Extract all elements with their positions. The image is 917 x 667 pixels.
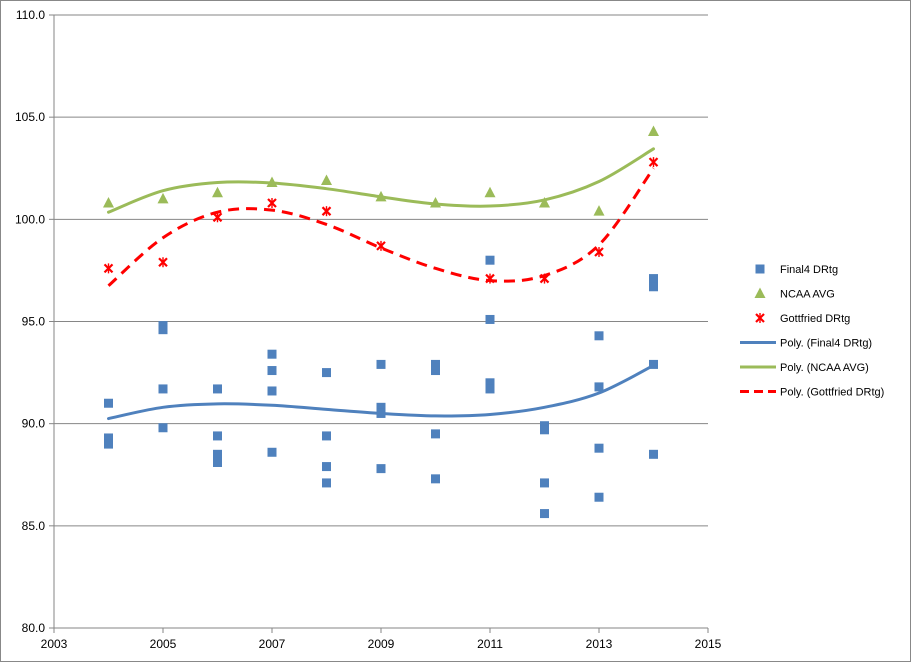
- legend-label-poly-ncaa-avg: Poly. (NCAA AVG): [780, 362, 869, 374]
- point-ncaa-avg: [484, 186, 496, 198]
- point-final4-drtg: [649, 449, 658, 459]
- point-final4-drtg: [213, 431, 222, 441]
- x-tick-label: 2005: [150, 637, 177, 651]
- y-tick-label: 105.0: [15, 110, 45, 124]
- legend: Final4 DRtg NCAA AVG Gottfried DRtg Poly. (…: [740, 264, 884, 399]
- y-tick-label: 80.0: [22, 621, 46, 635]
- point-ncaa-avg: [321, 174, 332, 186]
- point-final4-drtg: [540, 478, 549, 488]
- point-final4-drtg: [485, 255, 495, 265]
- point-final4-drtg: [376, 402, 386, 412]
- point-ncaa-avg: [539, 196, 550, 208]
- point-gottfried-drtg: [648, 157, 659, 168]
- point-final4-drtg: [267, 366, 277, 376]
- point-final4-drtg: [104, 398, 113, 408]
- point-final4-drtg: [594, 492, 604, 502]
- point-gottfried-drtg: [539, 273, 550, 284]
- point-final4-drtg: [594, 331, 604, 341]
- legend-label-poly-gottfried-drtg: Poly. (Gottfried DRtg): [780, 387, 884, 399]
- point-final4-drtg: [267, 349, 277, 359]
- point-ncaa-avg: [375, 190, 387, 202]
- point-final4-drtg: [267, 447, 277, 457]
- point-final4-drtg: [158, 384, 168, 394]
- legend-marker-ncaa-avg: [754, 287, 766, 298]
- point-gottfried-drtg: [485, 273, 495, 284]
- point-gottfried-drtg: [376, 240, 386, 251]
- legend-label-poly-final4-drtg: Poly. (Final4 DRtg): [780, 338, 872, 350]
- x-tick-label: 2007: [259, 637, 286, 651]
- point-final4-drtg: [431, 359, 440, 369]
- point-final4-drtg: [267, 386, 277, 396]
- point-ncaa-avg: [103, 196, 114, 208]
- point-final4-drtg: [376, 464, 386, 474]
- x-tick-label: 2003: [41, 637, 68, 651]
- point-final4-drtg: [213, 384, 222, 394]
- point-ncaa-avg: [212, 186, 223, 198]
- point-final4-drtg: [431, 474, 440, 484]
- point-ncaa-avg: [593, 205, 605, 216]
- y-tick-label: 85.0: [22, 519, 46, 533]
- point-final4-drtg: [322, 368, 331, 378]
- point-final4-drtg: [540, 509, 549, 519]
- legend-label-final4-drtg: Final4 DRtg: [780, 264, 838, 276]
- point-gottfried-drtg: [267, 197, 277, 208]
- point-final4-drtg: [594, 443, 604, 453]
- point-ncaa-avg: [430, 196, 441, 208]
- point-final4-drtg: [158, 423, 168, 433]
- point-final4-drtg: [649, 274, 658, 284]
- legend-marker-gottfried-drtg: [755, 313, 765, 323]
- y-tick-label: 90.0: [22, 417, 46, 431]
- point-final4-drtg: [649, 282, 658, 292]
- x-tick-label: 2009: [368, 637, 395, 651]
- point-final4-drtg: [376, 408, 386, 418]
- legend-marker-final4-drtg: [755, 264, 765, 274]
- point-final4-drtg: [594, 382, 604, 392]
- point-final4-drtg: [322, 478, 331, 488]
- point-final4-drtg: [376, 359, 386, 369]
- trendline-poly-gottfried-drtg: [107, 167, 655, 287]
- axes: 80.0 85.0 90.0 95.0 100.0 105.0 110.0 2003 2005 2…: [15, 8, 722, 651]
- y-tick-label: 95.0: [22, 315, 46, 329]
- point-final4-drtg: [322, 431, 331, 441]
- point-final4-drtg: [104, 433, 113, 443]
- x-tick-label: 2015: [695, 637, 722, 651]
- point-final4-drtg: [213, 449, 222, 459]
- point-final4-drtg: [485, 378, 495, 388]
- legend-label-gottfried-drtg: Gottfried DRtg: [780, 313, 850, 325]
- data-points: [103, 125, 659, 519]
- point-final4-drtg: [540, 425, 549, 435]
- point-gottfried-drtg: [158, 257, 168, 268]
- point-final4-drtg: [104, 439, 113, 449]
- point-final4-drtg: [431, 429, 440, 439]
- point-final4-drtg: [213, 457, 222, 467]
- legend-label-ncaa-avg: NCAA AVG: [780, 289, 835, 301]
- point-final4-drtg: [485, 384, 495, 394]
- point-final4-drtg: [485, 314, 495, 324]
- point-gottfried-drtg: [212, 212, 223, 223]
- x-tick-label: 2011: [477, 637, 503, 651]
- point-gottfried-drtg: [321, 206, 332, 217]
- point-ncaa-avg: [266, 176, 278, 188]
- y-tick-label: 110.0: [16, 8, 45, 22]
- point-gottfried-drtg: [103, 263, 114, 274]
- point-final4-drtg: [649, 359, 658, 369]
- point-final4-drtg: [158, 325, 168, 335]
- point-gottfried-drtg: [594, 247, 604, 258]
- point-final4-drtg: [431, 366, 440, 376]
- x-tick-label: 2013: [586, 637, 613, 651]
- point-ncaa-avg: [648, 125, 659, 136]
- point-final4-drtg: [322, 462, 331, 472]
- point-ncaa-avg: [157, 192, 169, 204]
- y-tick-label: 100.0: [15, 212, 45, 226]
